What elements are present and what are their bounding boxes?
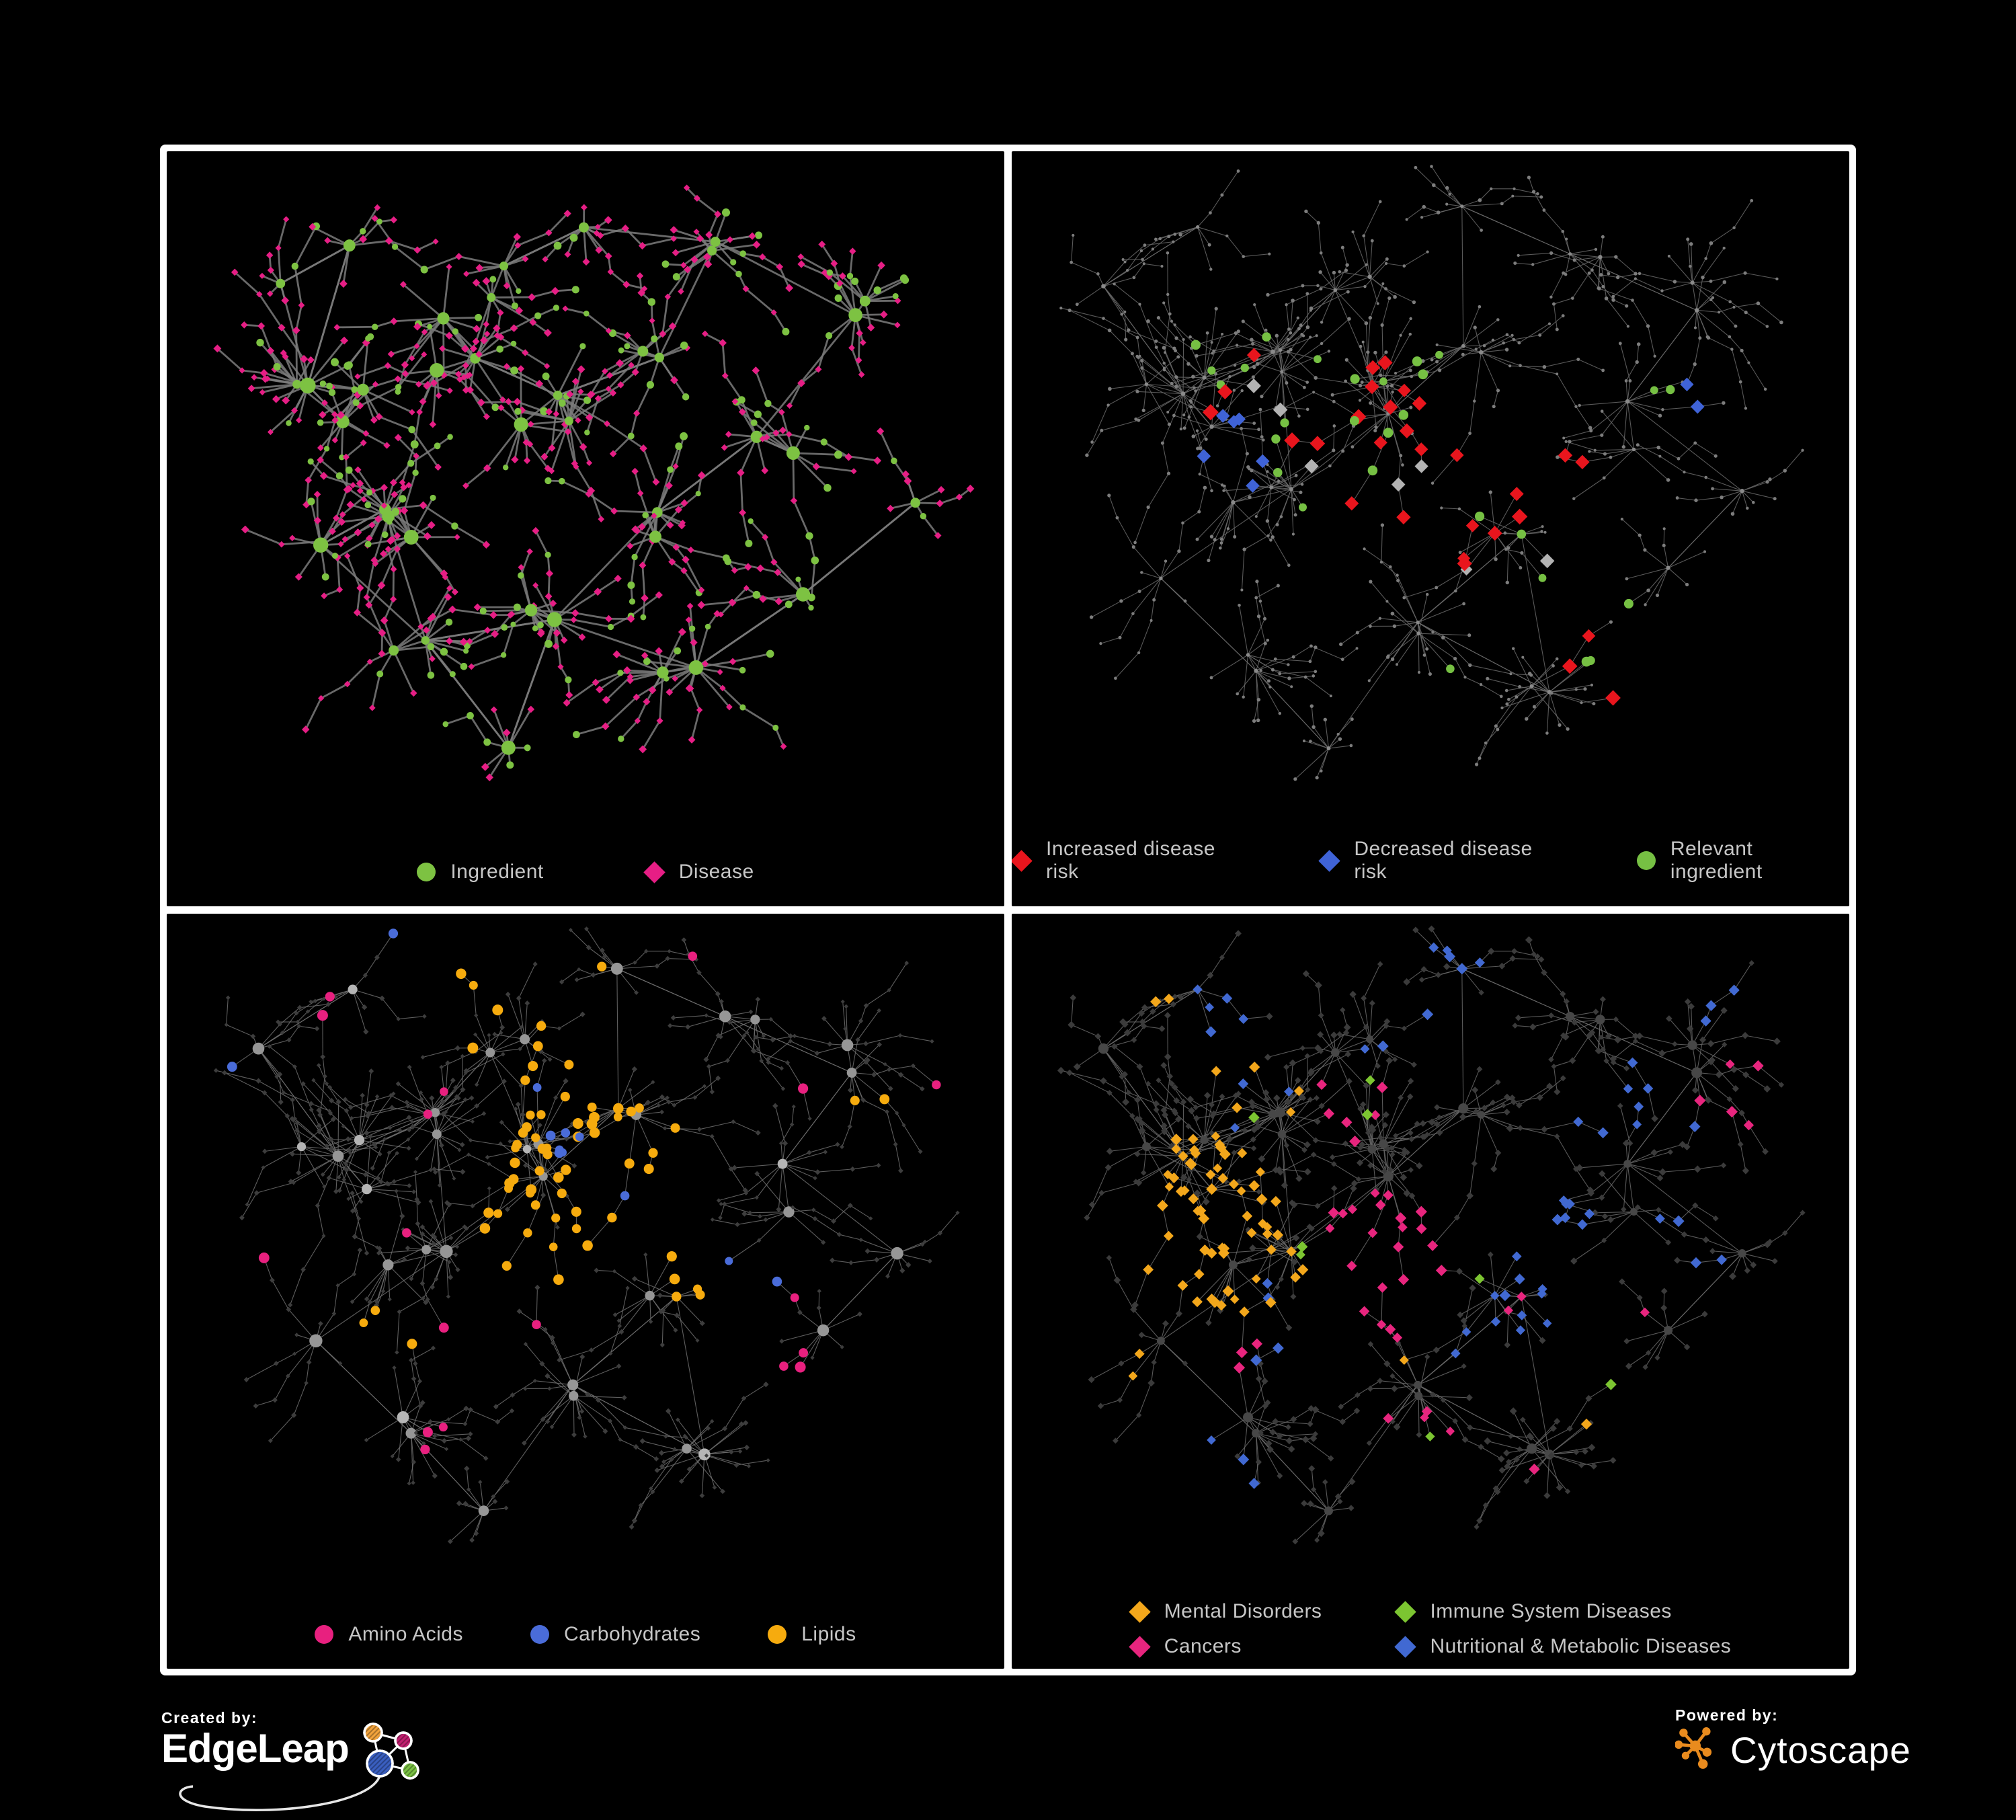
disease-risk-legend: Increased disease risk Decreased disease … bbox=[1012, 838, 1849, 883]
created-by-block: Created by: EdgeLeap bbox=[161, 1709, 434, 1812]
panel-disease-classes: Mental Disorders Immune System Diseases Ca… bbox=[1012, 914, 1849, 1669]
circle-swatch bbox=[1636, 851, 1656, 870]
diamond-swatch bbox=[643, 861, 666, 883]
legend-label: Lipids bbox=[801, 1623, 856, 1645]
legend-label: Mental Disorders bbox=[1164, 1600, 1322, 1622]
edgeleap-wordmark: EdgeLeap bbox=[161, 1726, 350, 1771]
legend-item-amino-acids: Amino Acids bbox=[315, 1623, 463, 1646]
legend-label: Increased disease risk bbox=[1046, 838, 1215, 883]
legend-label: Disease bbox=[678, 861, 754, 883]
panel-grid: Ingredient Disease Increased disease risk… bbox=[160, 145, 1856, 1675]
legend-item-increased-disease-risk: Increased disease risk bbox=[1012, 838, 1252, 883]
legend-item-carbohydrates: Carbohydrates bbox=[530, 1623, 700, 1646]
legend-label: Cancers bbox=[1164, 1635, 1242, 1657]
legend-label: Amino Acids bbox=[348, 1623, 463, 1645]
powered-by-label: Powered by: bbox=[1675, 1706, 1779, 1724]
legend-item-decreased-disease-risk: Decreased disease risk bbox=[1318, 838, 1570, 883]
circle-swatch bbox=[417, 863, 436, 881]
legend-label: Nutritional & Metabolic Diseases bbox=[1430, 1635, 1732, 1657]
ingredient-disease-legend: Ingredient Disease bbox=[167, 861, 1004, 883]
ingredient-disease-network bbox=[213, 184, 975, 782]
circle-swatch bbox=[530, 1625, 549, 1644]
legend-item-cancers: Cancers bbox=[1128, 1635, 1322, 1658]
disease-risk-network bbox=[1059, 165, 1804, 781]
powered-by-block: Powered by: Cytoscape bbox=[1675, 1706, 1911, 1772]
legend-label: Decreased disease risk bbox=[1354, 838, 1533, 883]
diamond-swatch bbox=[1394, 1600, 1417, 1623]
cytoscape-logo-icon bbox=[1675, 1727, 1712, 1769]
nutrient-classes-legend: Amino Acids Carbohydrates Lipids bbox=[167, 1623, 1004, 1646]
legend-item-relevant-ingredient: Relevant ingredient bbox=[1636, 838, 1849, 883]
panel-nutrient-classes: Amino Acids Carbohydrates Lipids bbox=[167, 914, 1004, 1669]
panel-disease-risk: Increased disease risk Decreased disease … bbox=[1012, 151, 1849, 906]
legend-label: Immune System Diseases bbox=[1430, 1600, 1672, 1622]
legend-item-lipids: Lipids bbox=[768, 1623, 856, 1646]
diamond-swatch bbox=[1394, 1635, 1417, 1658]
diamond-swatch bbox=[1012, 849, 1033, 872]
legend-item-mental-disorders: Mental Disorders bbox=[1128, 1600, 1322, 1623]
circle-swatch bbox=[768, 1625, 787, 1644]
footer: Created by: EdgeLeap Powered by: Cytosca… bbox=[0, 1675, 2016, 1820]
diamond-swatch bbox=[1318, 849, 1341, 872]
cytoscape-wordmark: Cytoscape bbox=[1730, 1729, 1911, 1771]
disease-classes-network bbox=[1057, 925, 1806, 1545]
diamond-swatch bbox=[1128, 1635, 1151, 1658]
legend-label: Carbohydrates bbox=[563, 1623, 701, 1645]
created-by-label: Created by: bbox=[161, 1709, 258, 1727]
panel-ingredient-disease: Ingredient Disease bbox=[167, 151, 1004, 906]
diamond-swatch bbox=[1128, 1600, 1151, 1623]
edgeleap-logo-icon bbox=[179, 1723, 419, 1812]
legend-label: Ingredient bbox=[450, 861, 544, 883]
legend-item-ingredient: Ingredient bbox=[417, 861, 543, 883]
legend-item-disease: Disease bbox=[643, 861, 754, 883]
circle-swatch bbox=[315, 1625, 334, 1644]
legend-label: Relevant ingredient bbox=[1670, 838, 1763, 883]
legend-item-immune-system-diseases: Immune System Diseases bbox=[1394, 1600, 1731, 1623]
legend-item-nutritional-metabolic-diseases: Nutritional & Metabolic Diseases bbox=[1394, 1635, 1732, 1658]
disease-classes-legend: Mental Disorders Immune System Diseases Ca… bbox=[1012, 1600, 1849, 1658]
nutrient-classes-network bbox=[213, 926, 960, 1544]
